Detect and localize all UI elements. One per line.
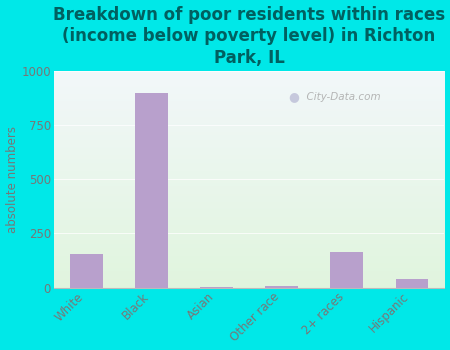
Text: City-Data.com: City-Data.com [300,92,381,102]
Text: ●: ● [288,90,299,103]
Bar [70,254,103,288]
Bar [135,92,168,288]
Bar [330,252,363,288]
Bar [396,279,428,288]
Bar [266,286,298,288]
Title: Breakdown of poor residents within races
(income below poverty level) in Richton: Breakdown of poor residents within races… [53,6,445,66]
Bar [200,287,233,288]
Y-axis label: absolute numbers: absolute numbers [5,126,18,233]
